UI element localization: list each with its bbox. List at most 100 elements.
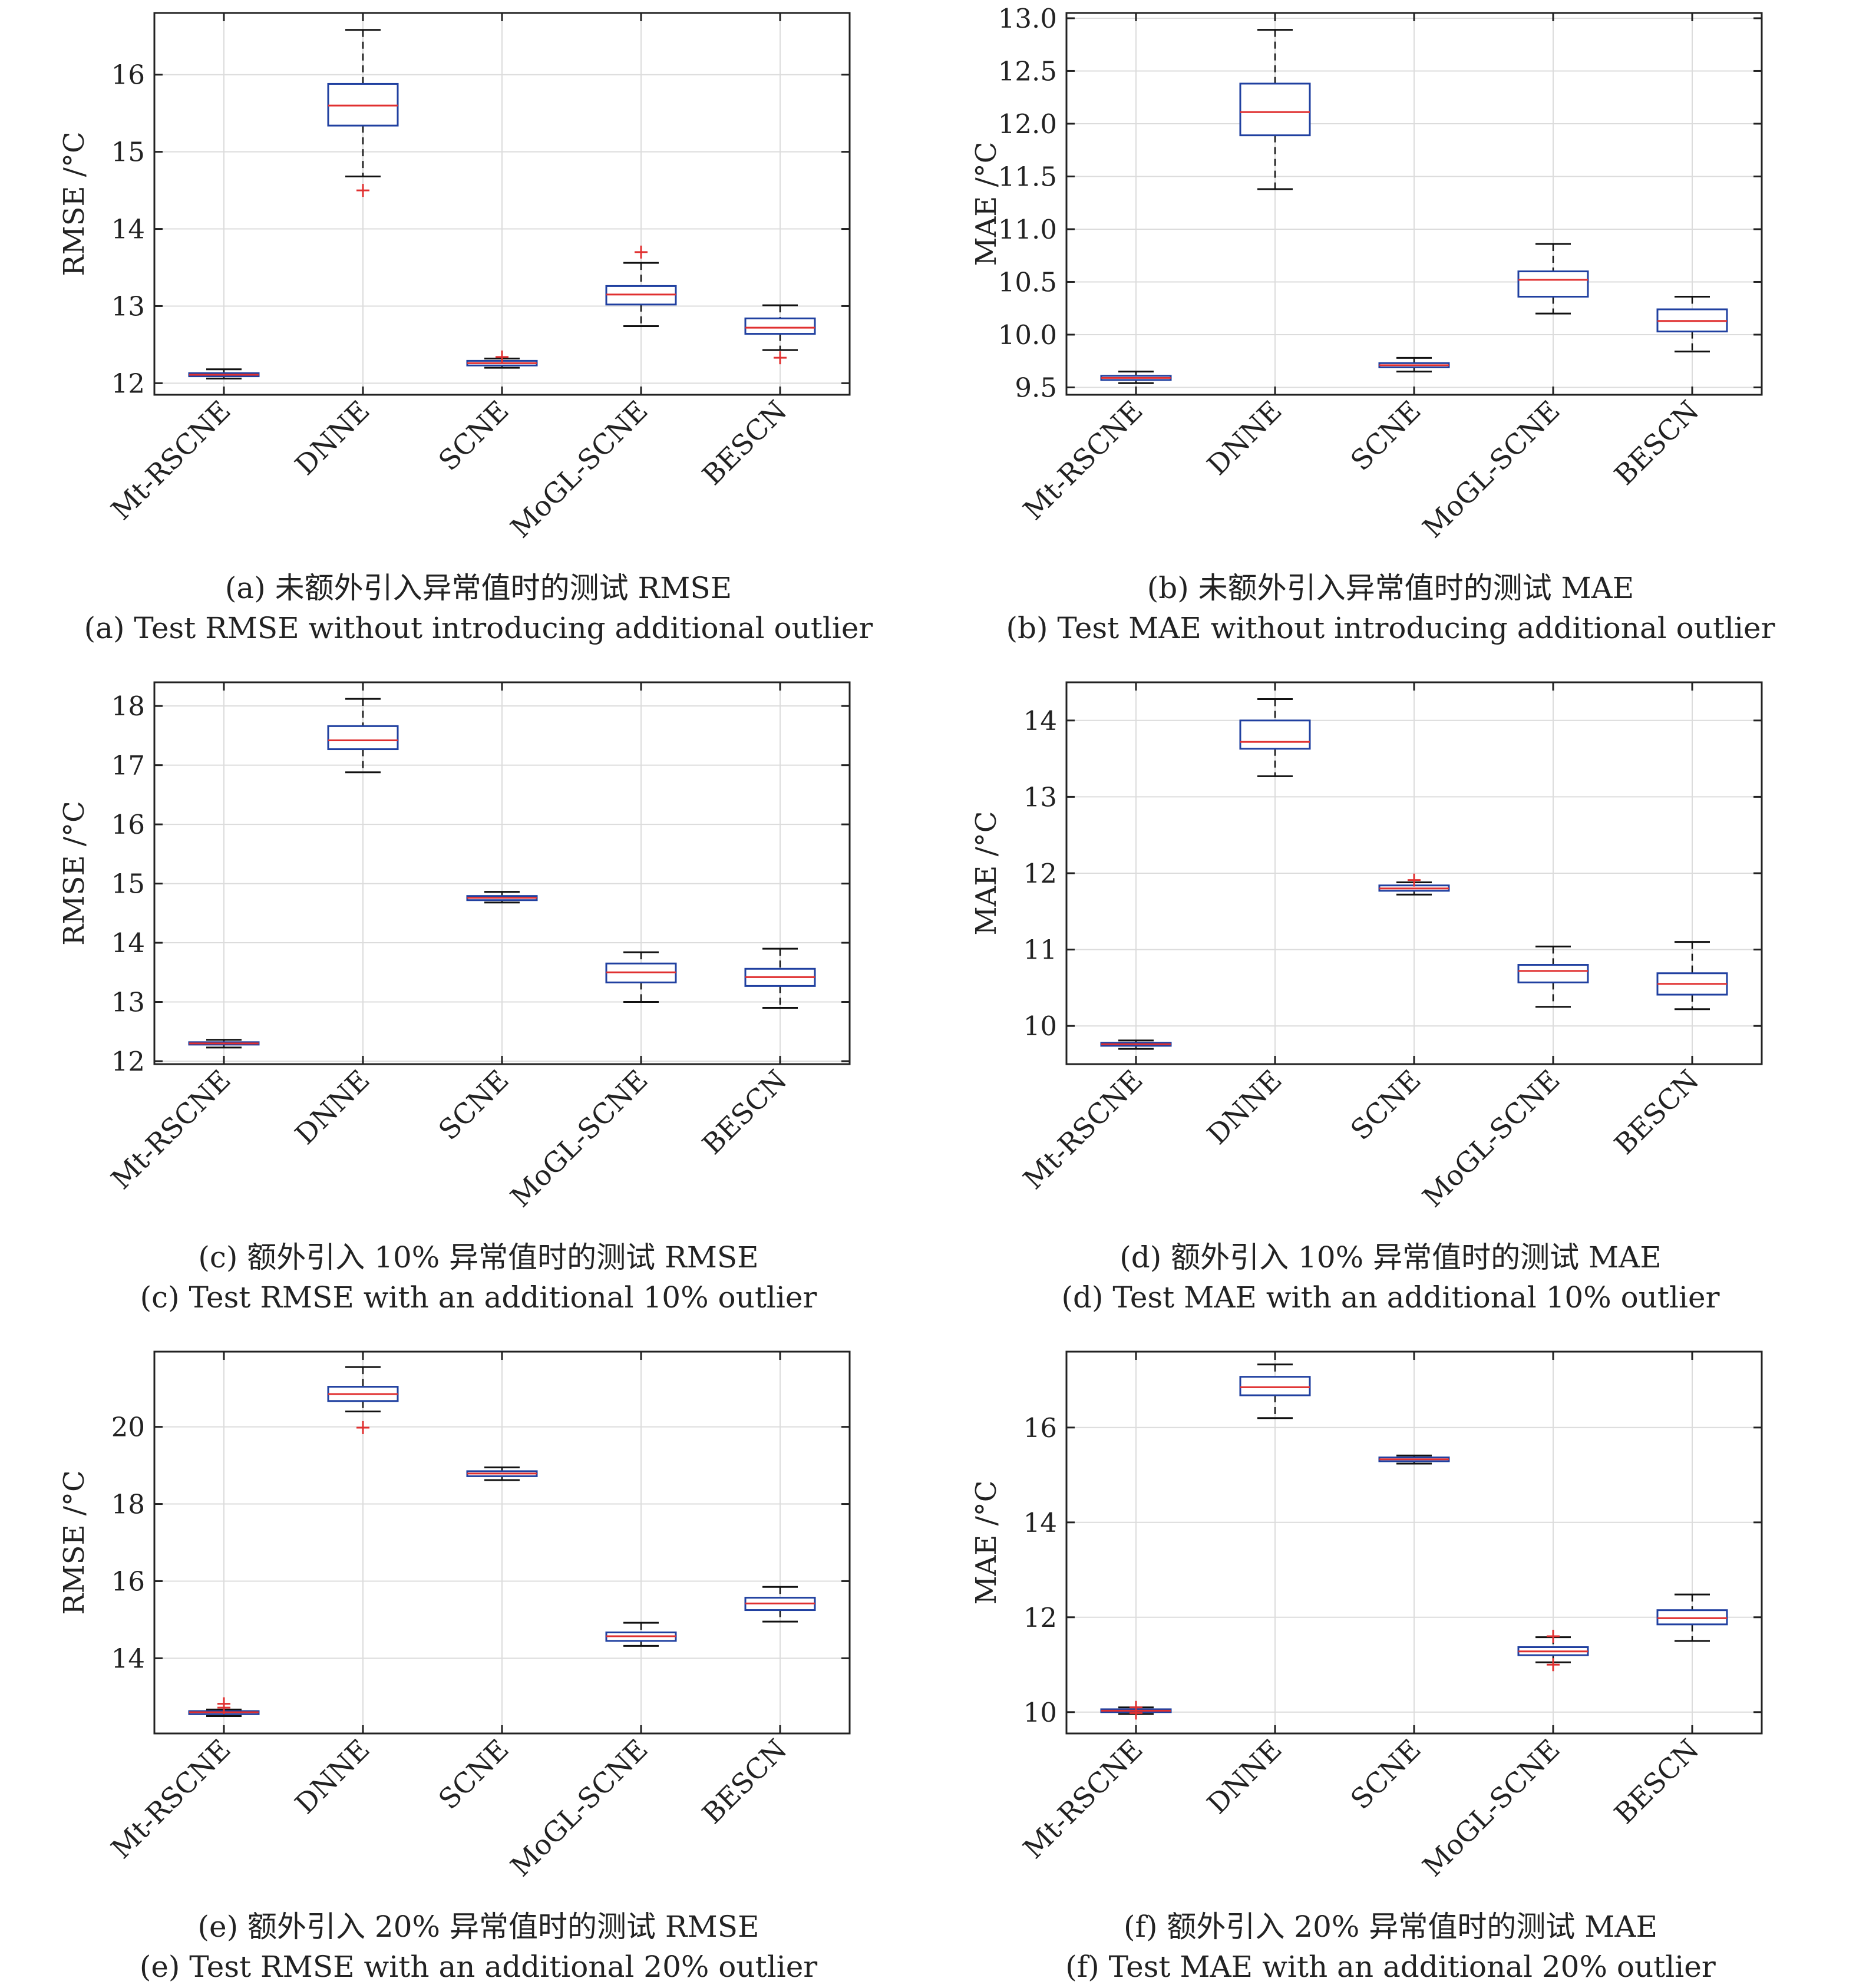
panel-c-box-2 <box>466 891 538 904</box>
panel-e-caption-en: (e) Test RMSE with an additional 20% out… <box>140 1950 817 1984</box>
panel-b-box-2 <box>1378 356 1450 373</box>
panel-d-ylabel: MAE /°C <box>970 811 1003 935</box>
panel-f-box-3 <box>1517 1629 1589 1672</box>
panel-a-box-4 <box>744 304 816 365</box>
panel-d-category-label: SCNE <box>1345 1064 1427 1147</box>
panel-c-ytick-label: 14 <box>111 927 145 959</box>
panel-e-category-label: SCNE <box>432 1733 515 1816</box>
panel-f-ylabel: MAE /°C <box>970 1480 1003 1604</box>
panel-f-box-iqr <box>1656 1609 1728 1626</box>
panel-e-ytick-label: 16 <box>111 1566 145 1597</box>
panel-c: 12 13 14 15 16 17 18 RMSE /°C Mt-RSCNE DNNE SCNEMo… <box>58 681 851 1315</box>
panel-c-box-iqr <box>327 725 399 751</box>
panel-e-ytick-label: 18 <box>111 1489 145 1520</box>
panel-c-box-1 <box>327 698 399 774</box>
panel-e-box-4 <box>744 1586 816 1623</box>
panel-f-ytick-label: 16 <box>1023 1412 1057 1444</box>
panel-a-box-1 <box>327 29 399 197</box>
panel-b-caption-zh: (b) 未额外引入异常值时的测试 MAE <box>1147 571 1634 605</box>
panel-c-category-label: MoGL-SCNE <box>504 1064 654 1214</box>
panel-b-ytick-label: 9.5 <box>1015 372 1057 403</box>
panel-a-category-label: BESCN <box>696 395 794 492</box>
panel-e-category-label: MoGL-SCNE <box>504 1733 654 1883</box>
panel-e-box-1 <box>327 1366 399 1434</box>
panel-b-ylabel: MAE /°C <box>970 141 1003 266</box>
panel-d-category-label: MoGL-SCNE <box>1416 1064 1566 1214</box>
panel-a-caption-zh: (a) 未额外引入异常值时的测试 RMSE <box>225 571 732 605</box>
panel-e-box-3 <box>605 1622 677 1647</box>
panel-b-box-0 <box>1100 371 1172 384</box>
panel-c-ytick-label: 13 <box>111 987 145 1018</box>
panel-f-caption-zh: (f) 额外引入 20% 异常值时的测试 MAE <box>1124 1910 1657 1944</box>
panel-d-box-2 <box>1378 873 1450 896</box>
panel-c-box-4 <box>744 947 816 1009</box>
panel-e-category-label: Mt-RSCNE <box>105 1733 237 1865</box>
panel-f-caption-en: (f) Test MAE with an additional 20% outl… <box>1065 1950 1716 1984</box>
panel-f-ytick-label: 10 <box>1023 1697 1057 1728</box>
panel-b-ytick-label: 13.0 <box>998 3 1057 34</box>
panel-a-ytick-label: 14 <box>111 214 145 245</box>
panel-d-box-iqr <box>1239 719 1311 750</box>
panel-a-category-label: MoGL-SCNE <box>504 395 654 544</box>
panel-b-category-label: DNNE <box>1201 395 1289 482</box>
panel-a-ytick-label: 13 <box>111 290 145 322</box>
panel-a-ytick-label: 12 <box>111 368 145 399</box>
panel-f-category-label: BESCN <box>1609 1733 1706 1831</box>
panel-f-box-1 <box>1239 1363 1311 1419</box>
panel-b-caption-en: (b) Test MAE without introducing additio… <box>1006 611 1775 645</box>
panel-b-category-label: Mt-RSCNE <box>1017 395 1149 527</box>
panel-b-ytick-label: 11.0 <box>998 214 1057 245</box>
panel-d-box-3 <box>1517 945 1589 1008</box>
panel-b-ytick-label: 12.0 <box>998 108 1057 140</box>
panel-d-ytick-label: 12 <box>1023 858 1057 889</box>
panel-b-box-iqr <box>1239 82 1311 137</box>
panel-a-category-label: SCNE <box>432 395 515 477</box>
panel-d-box-iqr <box>1517 964 1589 983</box>
panel-c-ylabel: RMSE /°C <box>58 801 91 945</box>
panel-f: 10 12 14 16 MAE /°C Mt-RSCNE DNNE SCNEMoGL-SCNE… <box>970 1350 1763 1984</box>
panel-c-category-label: DNNE <box>289 1064 377 1151</box>
panel-a: 12 13 14 15 16 RMSE /°C Mt-RSCNE DNNE SCNEMoGL-S… <box>58 12 873 645</box>
panel-d-category-label: DNNE <box>1201 1064 1289 1151</box>
panel-f-ytick-label: 14 <box>1023 1507 1057 1538</box>
panel-c-caption-zh: (c) 额外引入 10% 异常值时的测试 RMSE <box>198 1240 758 1274</box>
panel-a-ylabel: RMSE /°C <box>58 131 91 276</box>
panel-f-category-label: Mt-RSCNE <box>1017 1733 1149 1865</box>
panel-a-box-3 <box>605 245 677 327</box>
panel-f-box-4 <box>1656 1593 1728 1642</box>
panel-b-ytick-label: 11.5 <box>998 161 1057 192</box>
panel-d-category-label: Mt-RSCNE <box>1017 1064 1149 1196</box>
panel-a-box-2 <box>466 350 538 369</box>
panel-f-ytick-label: 12 <box>1023 1602 1057 1633</box>
panel-c-ytick-label: 17 <box>111 750 145 781</box>
panel-d-ytick-label: 13 <box>1023 781 1057 813</box>
panel-e-box-0 <box>188 1697 260 1718</box>
panel-b-box-4 <box>1656 296 1728 353</box>
panel-f-box-iqr <box>1239 1376 1311 1396</box>
panel-a-box-iqr <box>744 317 816 335</box>
panel-f-category-label: MoGL-SCNE <box>1416 1733 1566 1883</box>
panel-c-category-label: SCNE <box>432 1064 515 1147</box>
panel-b-category-label: BESCN <box>1609 395 1706 492</box>
panel-c-category-label: BESCN <box>696 1064 794 1161</box>
panel-b-category-label: MoGL-SCNE <box>1416 395 1566 544</box>
panel-c-ytick-label: 16 <box>111 809 145 840</box>
panel-d-box-1 <box>1239 698 1311 777</box>
panel-d-category-label: BESCN <box>1609 1064 1706 1161</box>
panel-e-box-2 <box>466 1466 538 1481</box>
panel-d: 10 11 12 13 14 MAE /°C Mt-RSCNE DNNE SCNEMoGL-SC… <box>970 681 1763 1315</box>
panel-a-caption-en: (a) Test RMSE without introducing additi… <box>84 611 873 645</box>
panel-b-category-label: SCNE <box>1345 395 1427 477</box>
panel-f-box-2 <box>1378 1454 1450 1465</box>
panel-d-box-0 <box>1100 1039 1172 1050</box>
panel-b-box-1 <box>1239 29 1311 190</box>
panel-e-category-label: DNNE <box>289 1733 377 1821</box>
panel-c-box-0 <box>188 1039 260 1049</box>
panel-e: 14 16 18 20 RMSE /°C Mt-RSCNE DNNE SCNEMoGL-SCN… <box>58 1350 851 1984</box>
panel-c-caption-en: (c) Test RMSE with an additional 10% out… <box>140 1280 817 1315</box>
panel-b-ytick-label: 10.0 <box>998 319 1057 351</box>
panel-f-category-label: SCNE <box>1345 1733 1427 1816</box>
panel-d-caption-zh: (d) 额外引入 10% 异常值时的测试 MAE <box>1119 1240 1662 1274</box>
panel-f-box-0 <box>1100 1700 1172 1720</box>
